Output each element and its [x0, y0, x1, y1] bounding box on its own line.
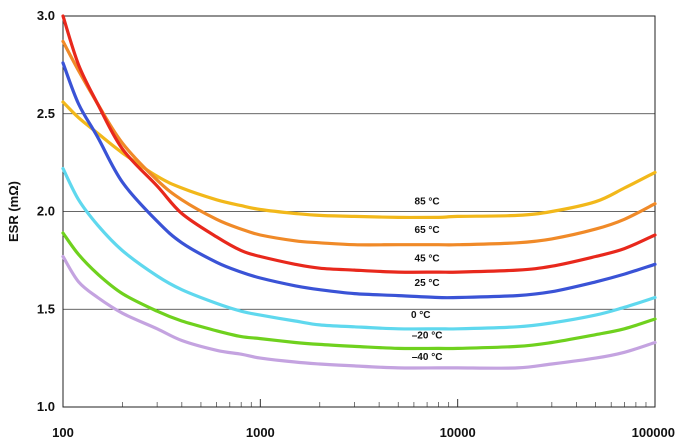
gridlines [63, 15, 655, 408]
series-line-2 [61, 14, 657, 274]
y-tick-label: 1.0 [37, 399, 55, 414]
y-tick-label: 3.0 [37, 8, 55, 23]
series-line-5 [61, 231, 657, 351]
plot-frame [62, 15, 656, 408]
series-line-4 [61, 166, 657, 331]
y-tick-label: 1.5 [37, 301, 55, 316]
series-label: 0 °C [411, 310, 431, 321]
series-label: 45 °C [415, 253, 440, 264]
series-label: 65 °C [415, 225, 440, 236]
minor-ticks [62, 399, 656, 407]
series-line-0 [61, 100, 657, 220]
y-tick-labels: 1.0 1.5 2.0 2.5 3.0 [37, 8, 55, 414]
y-tick-label: 2.0 [37, 204, 55, 219]
x-tick-label: 100000 [632, 425, 675, 440]
x-tick-label: 100 [52, 425, 74, 440]
x-tick-label: 1000 [246, 425, 275, 440]
series-labels: 85 °C 65 °C 45 °C 25 °C 0 °C –20 °C –40 °C [411, 197, 442, 363]
series-label: 25 °C [415, 278, 440, 289]
series-lines [61, 14, 657, 370]
series-label: –40 °C [412, 352, 443, 363]
series-line-1 [61, 39, 657, 247]
y-tick-label: 2.5 [37, 106, 55, 121]
x-tick-label: 10000 [440, 425, 476, 440]
series-label: –20 °C [412, 331, 443, 342]
series-line-6 [61, 254, 657, 370]
series-label: 85 °C [415, 197, 440, 208]
series-line-3 [61, 61, 657, 300]
y-axis-title: ESR (mΩ) [6, 181, 21, 242]
x-tick-labels: 100 1000 10000 100000 [52, 425, 675, 440]
